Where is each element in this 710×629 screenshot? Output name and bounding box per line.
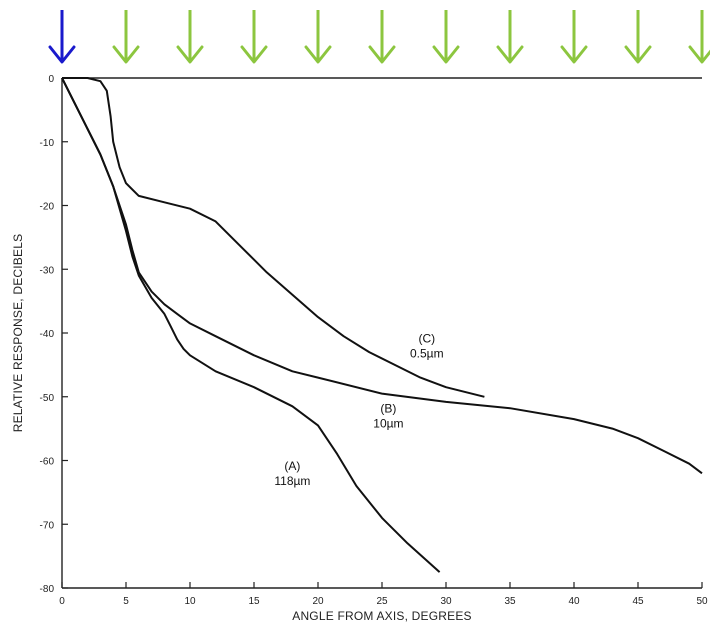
x-tick-label: 20 bbox=[312, 596, 324, 607]
x-tick-label: 15 bbox=[248, 596, 260, 607]
curve-label-name: (B) bbox=[380, 402, 396, 416]
series-line-0 bbox=[61, 77, 441, 573]
down-arrow-icon bbox=[112, 10, 140, 64]
y-tick-label: -10 bbox=[40, 138, 55, 149]
down-arrow-icon bbox=[176, 10, 204, 64]
x-tick-label: 0 bbox=[59, 596, 65, 607]
y-tick-label: -50 bbox=[40, 393, 55, 404]
curve-label-group: (A)118µm (B)10µm (C)0.5µm bbox=[274, 332, 443, 489]
y-tick-label: -60 bbox=[40, 457, 55, 468]
x-tick-label: 45 bbox=[632, 596, 644, 607]
down-arrow-icon bbox=[560, 10, 588, 64]
down-arrow-icon bbox=[48, 10, 76, 64]
x-axis-title: ANGLE FROM AXIS, DEGREES bbox=[292, 609, 472, 623]
down-arrow-icon bbox=[688, 10, 710, 64]
y-tick-label: 0 bbox=[48, 74, 54, 85]
curve-label-size: 0.5µm bbox=[410, 347, 444, 361]
down-arrow-icon bbox=[240, 10, 268, 64]
down-arrow-icon bbox=[368, 10, 396, 64]
axes bbox=[61, 77, 702, 589]
series-line-2 bbox=[62, 77, 485, 398]
y-tick-label: -80 bbox=[40, 584, 55, 595]
tick-group: 0 5 10 15 20 25 30 35 40 45 50 0 -10 -20 -30 -40 -50 -60 -… bbox=[40, 74, 708, 607]
x-tick-label: 30 bbox=[440, 596, 452, 607]
curve-label-size: 10µm bbox=[373, 417, 403, 431]
curve-label-size: 118µm bbox=[274, 474, 310, 488]
y-tick-label: -70 bbox=[40, 520, 55, 531]
arrow-row bbox=[48, 10, 710, 64]
x-tick-label: 35 bbox=[504, 596, 516, 607]
curve-label-name: (C) bbox=[418, 332, 435, 346]
series-line-1 bbox=[61, 77, 703, 475]
down-arrow-icon bbox=[432, 10, 460, 64]
down-arrow-icon bbox=[304, 10, 332, 64]
x-tick-label: 5 bbox=[123, 596, 129, 607]
down-arrow-icon bbox=[496, 10, 524, 64]
down-arrow-icon bbox=[624, 10, 652, 64]
x-tick-label: 40 bbox=[568, 596, 580, 607]
y-tick-label: -20 bbox=[40, 202, 55, 213]
y-tick-label: -40 bbox=[40, 329, 55, 340]
curve-label-name: (A) bbox=[284, 459, 300, 473]
curve-group bbox=[61, 77, 703, 573]
y-axis-title: RELATIVE RESPONSE, DECIBELS bbox=[11, 234, 25, 433]
x-tick-label: 50 bbox=[696, 596, 708, 607]
x-tick-label: 25 bbox=[376, 596, 388, 607]
x-tick-label: 10 bbox=[184, 596, 196, 607]
y-tick-label: -30 bbox=[40, 265, 55, 276]
